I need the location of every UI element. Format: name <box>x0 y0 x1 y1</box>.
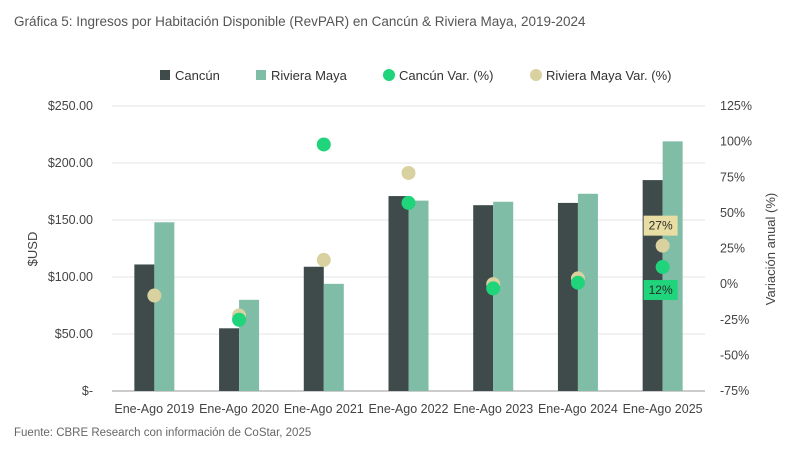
y-tick-label: $200.00 <box>48 156 93 170</box>
variation-dots <box>147 137 670 327</box>
y-axis-ticks: $- $50.00 $100.00 $150.00 $200.00 $250.00 <box>48 99 93 398</box>
legend-label: Riviera Maya Var. (%) <box>546 68 671 83</box>
dot-cancun-var <box>232 312 247 327</box>
bar-cancun <box>134 264 155 391</box>
y2-tick-label: -25% <box>720 313 749 327</box>
y-tick-label: $250.00 <box>48 99 93 113</box>
dot-cancun-var <box>316 137 331 152</box>
x-tick-label: Ene-Ago 2024 <box>538 402 618 416</box>
x-tick-label: Ene-Ago 2022 <box>369 402 449 416</box>
bar-riviera-maya <box>323 283 344 391</box>
bar-riviera-maya <box>154 222 175 391</box>
legend-swatch <box>160 70 170 80</box>
legend-swatch <box>383 69 395 81</box>
bar-riviera-maya <box>493 201 514 391</box>
y2-tick-label: 50% <box>720 206 745 220</box>
dot-riviera-maya-var <box>655 238 670 253</box>
bar-riviera-maya <box>408 200 429 391</box>
bar-cancun <box>388 196 409 391</box>
legend-swatch <box>530 69 542 81</box>
x-tick-label: Ene-Ago 2023 <box>453 402 533 416</box>
legend-swatch <box>256 70 266 80</box>
y2-tick-label: 25% <box>720 242 745 256</box>
x-tick-label: Ene-Ago 2020 <box>199 402 279 416</box>
y-axis-title: $USD <box>25 232 40 267</box>
legend-label: Riviera Maya <box>271 68 348 83</box>
dot-riviera-maya-var <box>401 165 416 180</box>
y2-axis-ticks: -75% -50% -25% 0% 25% 50% 75% 100% 125% <box>720 99 752 398</box>
bar-riviera-maya <box>662 141 683 391</box>
dot-riviera-maya-var <box>147 288 162 303</box>
dot-riviera-maya-var <box>316 252 331 267</box>
x-tick-label: Ene-Ago 2025 <box>623 402 703 416</box>
y-tick-label: $150.00 <box>48 213 93 227</box>
bar-cancun <box>303 266 324 391</box>
legend-label: Cancún <box>175 68 220 83</box>
annotation-box <box>643 215 678 236</box>
annotation-label: 12% <box>649 283 673 297</box>
dot-cancun-var <box>486 281 501 296</box>
y2-tick-label: 125% <box>720 99 752 113</box>
annotation-labels: 27% 12% <box>643 215 678 301</box>
legend: Cancún Riviera Maya Cancún Var. (%) Riviera… <box>160 68 671 83</box>
bar-riviera-maya <box>577 193 598 391</box>
y-tick-label: $50.00 <box>55 327 93 341</box>
annotation-label: 27% <box>649 219 673 233</box>
bars <box>134 141 683 391</box>
dot-cancun-var <box>655 260 670 275</box>
legend-label: Cancún Var. (%) <box>399 68 493 83</box>
x-tick-label: Ene-Ago 2021 <box>284 402 364 416</box>
source-note: Fuente: CBRE Research con información de… <box>14 427 312 439</box>
chart-title: Gráfica 5: Ingresos por Habitación Dispo… <box>14 14 586 29</box>
y2-tick-label: 0% <box>720 277 738 291</box>
y-tick-label: $- <box>82 384 93 398</box>
y2-tick-label: 75% <box>720 170 745 184</box>
y2-tick-label: -75% <box>720 384 749 398</box>
y-tick-label: $100.00 <box>48 270 93 284</box>
y2-tick-label: 100% <box>720 135 752 149</box>
dot-cancun-var <box>401 195 416 210</box>
bar-cancun <box>219 328 240 391</box>
dot-cancun-var <box>570 275 585 290</box>
annotation-box <box>643 280 678 301</box>
x-axis-ticks: Ene-Ago 2019 Ene-Ago 2020 Ene-Ago 2021 Ene-… <box>114 402 702 416</box>
x-tick-label: Ene-Ago 2019 <box>114 402 194 416</box>
bar-cancun <box>557 202 578 391</box>
y2-axis-title: Variación anual (%) <box>763 193 778 305</box>
bar-cancun <box>473 205 494 391</box>
y2-tick-label: -50% <box>720 348 749 362</box>
